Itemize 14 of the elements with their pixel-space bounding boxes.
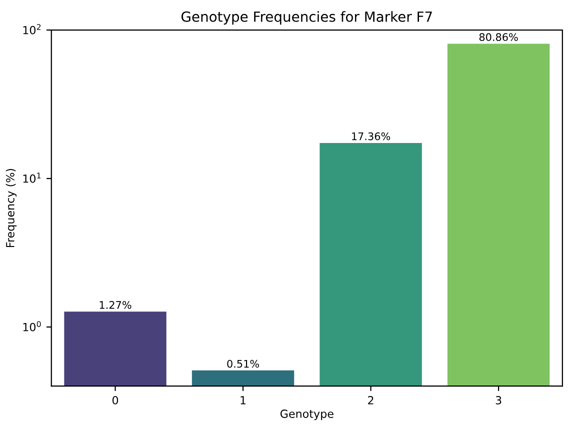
data-label: 80.86% [479, 33, 518, 42]
x-tick-label: 0 [112, 396, 118, 404]
data-label: 17.36% [352, 132, 390, 140]
y-tick-label: 10$^{0}$ [23, 321, 41, 332]
x-tick-label: 2 [368, 396, 374, 404]
x-tick-label: 1 [240, 396, 246, 404]
y-tick-label: 10$^{1}$ [23, 172, 41, 183]
y-axis-title: Frequency (%) [6, 168, 17, 248]
chart-title: Genotype Frequencies for Marker F7 [182, 11, 432, 25]
y-tick-label: 10$^{2}$ [23, 24, 41, 34]
data-label: 0.51% [227, 360, 260, 368]
x-tick-label: 3 [496, 396, 502, 404]
data-label: 1.27% [100, 301, 132, 309]
x-axis-title: Genotype [280, 410, 334, 420]
